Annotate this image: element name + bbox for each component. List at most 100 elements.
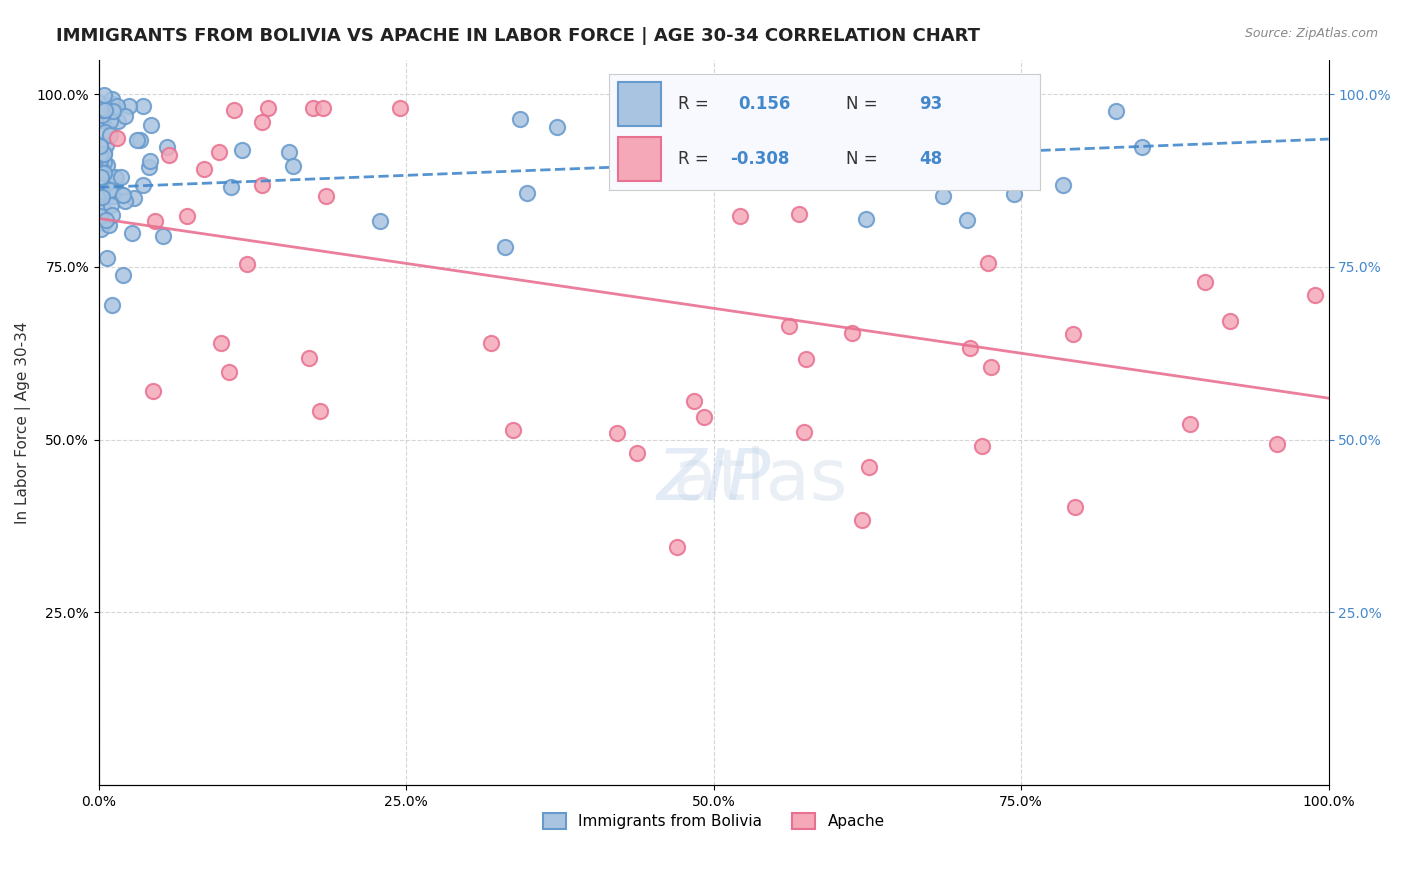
Point xyxy=(683,394,706,409)
Point xyxy=(98,183,121,197)
Point xyxy=(101,103,124,118)
Point xyxy=(991,161,1014,176)
Point xyxy=(114,109,136,123)
Point xyxy=(132,178,155,193)
Point xyxy=(89,209,111,223)
Point xyxy=(672,112,695,126)
Point xyxy=(1104,104,1126,119)
Point xyxy=(959,341,981,355)
Point xyxy=(90,111,112,125)
Point xyxy=(309,404,332,418)
Point xyxy=(796,351,818,366)
Point xyxy=(502,423,524,437)
Point xyxy=(155,140,177,154)
Point xyxy=(93,147,115,161)
Point xyxy=(787,207,810,221)
Point xyxy=(100,128,122,142)
Point xyxy=(101,189,124,203)
Point xyxy=(114,194,136,208)
Point xyxy=(91,103,114,117)
Point xyxy=(93,154,115,169)
Point xyxy=(252,178,274,193)
Point xyxy=(96,251,118,265)
Point xyxy=(93,216,115,230)
Point xyxy=(90,191,112,205)
Point xyxy=(851,513,873,527)
Point xyxy=(231,143,253,157)
Point xyxy=(298,351,321,366)
Point xyxy=(110,170,132,185)
Point xyxy=(793,425,815,439)
Point xyxy=(277,145,299,159)
Point xyxy=(1219,314,1241,328)
Point xyxy=(209,336,232,351)
Point xyxy=(546,120,568,134)
Point xyxy=(176,209,198,223)
Point xyxy=(139,153,162,168)
Point xyxy=(94,125,117,139)
Point xyxy=(1194,276,1216,290)
Point xyxy=(98,114,121,128)
Point xyxy=(90,113,112,128)
Y-axis label: In Labor Force | Age 30-34: In Labor Force | Age 30-34 xyxy=(15,321,31,524)
Point xyxy=(693,410,716,425)
Point xyxy=(257,101,280,115)
Point xyxy=(107,114,129,128)
Point xyxy=(778,319,800,334)
Point xyxy=(121,226,143,240)
Point xyxy=(855,212,877,227)
Point xyxy=(858,459,880,474)
Point xyxy=(1002,187,1025,202)
Text: atlas: atlas xyxy=(581,446,846,515)
Legend: Immigrants from Bolivia, Apache: Immigrants from Bolivia, Apache xyxy=(537,807,891,836)
Point xyxy=(132,99,155,113)
Point xyxy=(124,191,146,205)
Point xyxy=(89,138,111,153)
Point xyxy=(218,365,240,379)
Point xyxy=(94,97,117,112)
Point xyxy=(939,129,962,144)
Point xyxy=(89,95,111,110)
Point xyxy=(129,133,152,147)
Point xyxy=(93,166,115,180)
Point xyxy=(98,218,121,232)
Point xyxy=(479,336,502,351)
Point xyxy=(101,92,124,106)
Point xyxy=(100,198,122,212)
Text: IMMIGRANTS FROM BOLIVIA VS APACHE IN LABOR FORCE | AGE 30-34 CORRELATION CHART: IMMIGRANTS FROM BOLIVIA VS APACHE IN LAB… xyxy=(56,27,980,45)
Point xyxy=(139,119,162,133)
Point xyxy=(980,359,1002,374)
Point xyxy=(105,99,128,113)
Point xyxy=(111,187,134,202)
Point xyxy=(89,102,111,116)
Point xyxy=(956,107,979,121)
Point xyxy=(312,101,335,115)
Point xyxy=(1052,178,1074,192)
Point xyxy=(94,137,117,152)
Point xyxy=(117,99,139,113)
Point xyxy=(91,202,114,216)
Point xyxy=(96,158,118,172)
Point xyxy=(96,212,118,227)
Point xyxy=(315,188,337,202)
Point xyxy=(91,108,114,122)
Text: ZIP: ZIP xyxy=(657,446,770,515)
Point xyxy=(104,169,127,184)
Point xyxy=(219,180,242,194)
Point xyxy=(370,214,392,228)
Point xyxy=(143,214,166,228)
Point xyxy=(494,240,516,254)
Point xyxy=(90,161,112,176)
Point xyxy=(101,208,124,222)
Point xyxy=(89,102,111,116)
Point xyxy=(970,439,993,453)
Point xyxy=(90,113,112,128)
Point xyxy=(90,184,112,198)
Point xyxy=(728,209,751,223)
Point xyxy=(101,97,124,112)
Point xyxy=(688,107,710,121)
Point xyxy=(626,446,648,460)
Point xyxy=(93,145,115,160)
Point xyxy=(152,229,174,244)
Point xyxy=(236,257,259,271)
